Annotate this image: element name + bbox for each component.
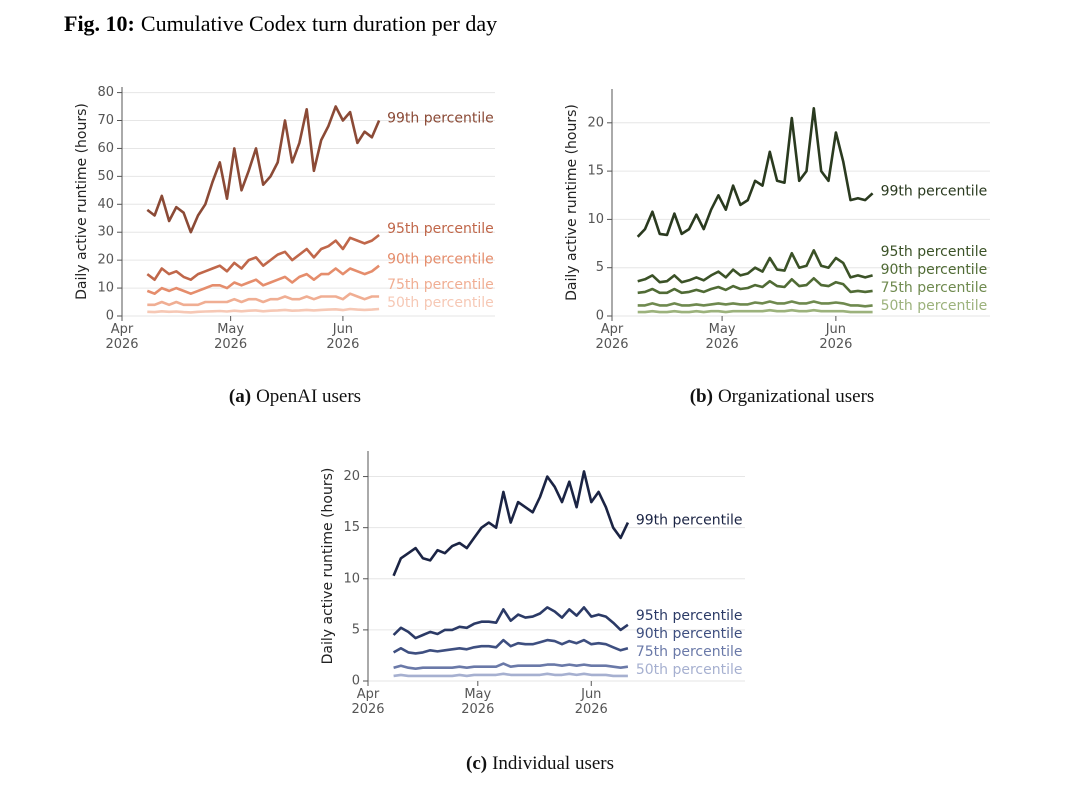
y-tick-label: 5 [596,260,604,275]
y-tick-label: 60 [97,141,114,156]
figure-title: Fig. 10: Cumulative Codex turn duration p… [64,11,497,36]
y-tick-label: 50 [97,169,114,184]
figure-title-text: Cumulative Codex turn duration per day [141,11,497,36]
y-tick-label: 40 [97,197,114,212]
legend-label: 95th percentile [881,244,988,260]
series-line [637,277,873,295]
legend-label: 50th percentile [636,662,743,678]
y-tick-label: 0 [106,309,114,324]
legend-label: 95th percentile [636,608,743,624]
series-line [637,249,873,284]
caption-text: Organizational users [718,386,874,407]
series-line [637,308,873,314]
y-axis-label: Daily active runtime (hours) [320,468,336,665]
legend-label: 50th percentile [881,298,988,314]
x-tick-label: Apr 2026 [351,687,385,717]
series-line [147,307,380,314]
y-tick-label: 10 [97,281,114,296]
x-tick-label: May 2026 [214,322,248,352]
y-tick-label: 0 [596,309,604,324]
x-tick-label: Apr 2026 [105,322,139,352]
legend-label: 50th percentile [387,295,494,311]
series-line [392,470,630,577]
x-tick-label: May 2026 [461,687,495,717]
y-axis-label: Daily active runtime (hours) [74,103,90,300]
y-tick-label: 10 [587,212,604,227]
series-line [393,672,628,678]
y-axis-label: Daily active runtime (hours) [564,104,580,301]
y-tick-label: 70 [97,113,114,128]
series-line [392,606,629,640]
caption: (b) Organizational users [690,386,875,407]
legend-label: 75th percentile [881,280,988,296]
x-tick-label: Jun 2026 [819,322,853,352]
x-tick-label: Jun 2026 [574,687,608,717]
legend-label: 75th percentile [636,644,743,660]
caption-text: OpenAI users [256,386,361,407]
series-line [637,300,873,308]
x-tick-label: May 2026 [705,322,739,352]
x-tick-label: Jun 2026 [326,322,360,352]
legend-label: 90th percentile [387,252,494,268]
series-line [146,233,380,281]
y-tick-label: 10 [343,571,360,586]
series-line [393,662,629,670]
caption-label: (a) [229,386,251,407]
legend-label: 99th percentile [387,111,494,127]
caption-label: (c) [466,753,487,774]
caption: (a) OpenAI users [229,386,361,407]
caption-text: Individual users [492,753,614,774]
legend-label: 99th percentile [881,183,988,199]
series-line [392,638,629,655]
series-line [146,105,381,234]
series-line [636,107,874,238]
y-tick-label: 5 [352,622,360,637]
y-tick-label: 20 [587,115,604,130]
y-tick-label: 15 [343,520,360,535]
y-tick-label: 0 [352,674,360,689]
caption: (c) Individual users [466,753,614,774]
caption-label: (b) [690,386,713,407]
y-tick-label: 80 [97,85,114,100]
y-tick-label: 20 [343,469,360,484]
y-tick-label: 30 [97,225,114,240]
y-tick-label: 15 [587,164,604,179]
legend-label: 75th percentile [387,277,494,293]
legend-label: 90th percentile [636,626,743,642]
x-tick-label: Apr 2026 [595,322,629,352]
y-tick-label: 20 [97,253,114,268]
legend-label: 99th percentile [636,513,743,529]
legend-label: 90th percentile [881,262,988,278]
series-line [147,292,380,307]
figure-label: Fig. 10: [64,11,135,36]
series-line [146,264,380,295]
legend-label: 95th percentile [387,221,494,237]
